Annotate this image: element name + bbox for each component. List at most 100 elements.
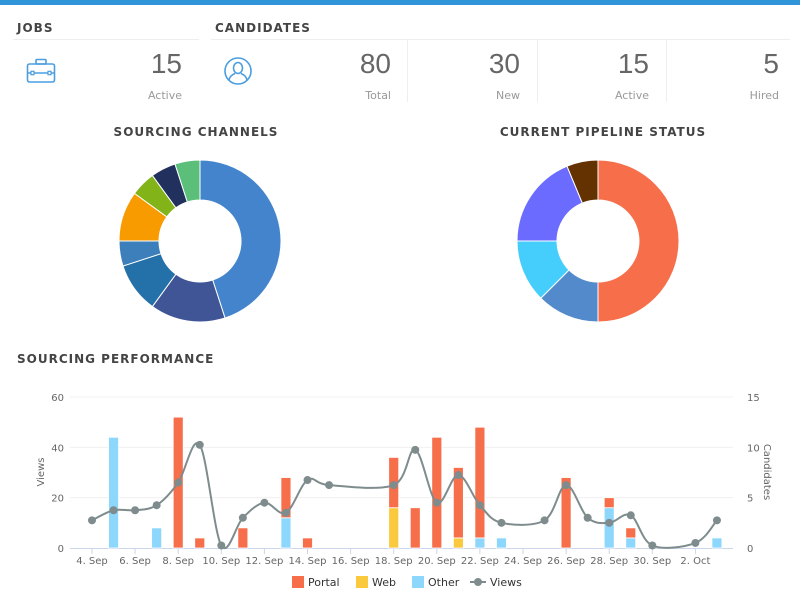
x-tick-label: 10. Sep [202, 556, 240, 567]
bar-portal[interactable] [409, 507, 421, 549]
bar-other[interactable] [474, 537, 486, 549]
bar-portal[interactable] [431, 436, 443, 549]
jobs-title: JOBS [17, 21, 54, 35]
bar-portal[interactable] [625, 527, 637, 539]
user-circle-icon [224, 57, 252, 85]
bar-web[interactable] [452, 537, 464, 549]
views-point[interactable] [454, 471, 463, 480]
x-tick-label: 6. Sep [119, 556, 151, 567]
bar-portal[interactable] [560, 477, 572, 549]
bar-portal[interactable] [280, 477, 292, 519]
views-point[interactable] [540, 516, 549, 525]
x-tick-label: 16. Sep [332, 556, 370, 567]
jobs-active-value: 15 [150, 48, 182, 79]
divider [211, 39, 790, 40]
divider [537, 40, 538, 102]
legend-swatch [412, 576, 424, 588]
candidates-hired-value: 5 [763, 48, 779, 79]
donut-slice[interactable] [199, 159, 282, 319]
views-point[interactable] [411, 445, 420, 454]
x-tick-label: 30. Sep [633, 556, 671, 567]
views-point[interactable] [88, 516, 96, 525]
sourcing-performance-title: SOURCING PERFORMANCE [17, 352, 215, 366]
candidates-active-value: 15 [617, 48, 649, 79]
x-tick-label: 22. Sep [461, 556, 499, 567]
bar-portal[interactable] [603, 497, 615, 509]
x-tick-label: 14. Sep [289, 556, 327, 567]
views-point[interactable] [281, 508, 290, 517]
views-point[interactable] [712, 516, 721, 525]
views-point[interactable] [562, 481, 571, 490]
candidates-title: CANDIDATES [215, 21, 311, 35]
y-right-axis-label: Candidates [761, 444, 772, 500]
legend-label: Portal [308, 576, 340, 589]
y-tick-label: 60 [51, 393, 64, 404]
views-point[interactable] [648, 541, 657, 550]
legend-item-other[interactable]: Other [412, 576, 460, 589]
views-point[interactable] [174, 478, 183, 487]
views-point[interactable] [626, 511, 635, 520]
views-point[interactable] [691, 538, 700, 547]
divider [13, 39, 199, 40]
x-tick-label: 26. Sep [547, 556, 585, 567]
candidates-new-label: New [496, 89, 520, 102]
views-point[interactable] [303, 476, 312, 485]
donut-slice[interactable] [597, 159, 680, 323]
bar-other[interactable] [108, 436, 119, 549]
bar-portal[interactable] [237, 527, 249, 549]
sourcing-performance-chart: 0 0 20 5 40 10 60 15 Views Candidates 4. Sep 6. Sep… [36, 393, 772, 589]
views-point[interactable] [260, 498, 269, 507]
pipeline-status-title: CURRENT PIPELINE STATUS [499, 125, 707, 139]
bar-other[interactable] [625, 537, 637, 549]
views-point[interactable] [217, 541, 226, 550]
sourcing-channels-donut [118, 159, 282, 323]
bar-other[interactable] [280, 517, 292, 549]
views-point[interactable] [583, 513, 592, 522]
bar-other[interactable] [603, 507, 615, 549]
views-point[interactable] [325, 481, 334, 490]
candidates-hired-label: Hired [749, 89, 779, 102]
legend-label: Web [372, 576, 396, 589]
views-point[interactable] [497, 518, 506, 527]
views-point[interactable] [195, 440, 204, 449]
bar-portal[interactable] [194, 537, 206, 549]
bar-portal[interactable] [474, 426, 486, 539]
x-tick-label: 2. Oct [680, 556, 710, 567]
y-tick-label: 20 [51, 494, 64, 505]
x-tick-label: 28. Sep [590, 556, 628, 567]
pipeline-status-donut [516, 159, 680, 323]
bar-other[interactable] [496, 537, 507, 549]
y-axis-label: Views [36, 458, 47, 487]
y-tick-label: 0 [58, 544, 64, 555]
bar-portal[interactable] [302, 537, 313, 549]
legend-item-views[interactable]: Views [470, 576, 522, 589]
briefcase-icon [26, 58, 56, 83]
views-point[interactable] [131, 506, 140, 515]
legend-swatch [356, 576, 368, 588]
y-right-tick-label: 0 [747, 544, 753, 555]
x-tick-label: 12. Sep [245, 556, 283, 567]
bar-portal[interactable] [452, 467, 464, 539]
x-tick-label: 18. Sep [375, 556, 413, 567]
views-point[interactable] [475, 501, 484, 510]
candidates-total-value: 80 [359, 48, 391, 79]
candidates-new-value: 30 [488, 48, 520, 79]
views-point[interactable] [389, 481, 398, 490]
divider [407, 40, 408, 102]
legend-label: Views [490, 576, 522, 589]
bar-web[interactable] [388, 507, 400, 549]
legend-item-web[interactable]: Web [356, 576, 396, 589]
views-point[interactable] [605, 518, 614, 527]
views-point[interactable] [109, 506, 118, 515]
bar-other[interactable] [151, 527, 163, 549]
bar-other[interactable] [711, 537, 723, 549]
y-tick-label: 40 [51, 443, 64, 454]
top-accent-bar [0, 0, 800, 5]
legend-item-portal[interactable]: Portal [292, 576, 340, 589]
donut-slice[interactable] [174, 159, 201, 203]
views-point[interactable] [152, 501, 161, 510]
views-point[interactable] [238, 513, 247, 522]
views-point[interactable] [432, 498, 441, 507]
donut-slice[interactable] [566, 159, 599, 204]
jobs-active-label: Active [147, 89, 182, 102]
